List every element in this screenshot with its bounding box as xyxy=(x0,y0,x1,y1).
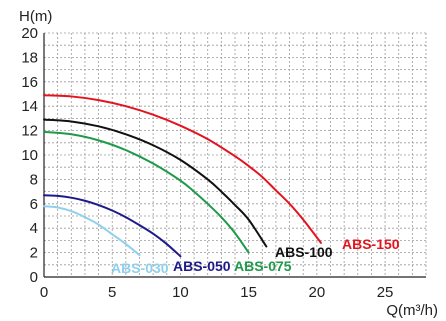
y-tick-label: 18 xyxy=(21,49,38,66)
x-tick-label: 20 xyxy=(309,284,326,301)
series-label-abs-030: ABS-030 xyxy=(111,260,169,276)
x-tick-label: 25 xyxy=(377,284,394,301)
y-tick-label: 16 xyxy=(21,74,38,91)
y-tick-label: 4 xyxy=(30,220,38,237)
y-tick-label: 8 xyxy=(30,171,38,188)
series-label-abs-050: ABS-050 xyxy=(173,258,231,274)
x-tick-label: 0 xyxy=(40,284,48,301)
series-label-abs-100: ABS-100 xyxy=(275,244,333,260)
curve-abs-050 xyxy=(43,194,182,258)
curve-abs-150 xyxy=(43,94,322,244)
curve-abs-030 xyxy=(43,205,141,257)
y-tick-label: 6 xyxy=(30,196,38,213)
tick-labels: 0 2 4 6 8 10 12 14 16 18 20 0 5 10 15 20 25 xyxy=(21,25,393,301)
y-tick-label: 14 xyxy=(21,98,38,115)
curve-abs-075 xyxy=(43,130,250,254)
y-tick-label: 12 xyxy=(21,123,38,140)
x-tick-label: 15 xyxy=(240,284,257,301)
x-tick-label: 5 xyxy=(108,284,116,301)
x-axis-title: Q(m³/h) xyxy=(386,302,438,319)
curve-abs-100 xyxy=(43,118,268,248)
x-tick-label: 10 xyxy=(172,284,189,301)
y-tick-label: 20 xyxy=(21,25,38,42)
series-label-abs-075: ABS-075 xyxy=(234,258,292,274)
y-tick-label: 2 xyxy=(30,245,38,262)
axes xyxy=(43,33,426,278)
grid xyxy=(43,32,427,278)
y-axis-title: H(m) xyxy=(19,8,52,25)
series-label-abs-150: ABS-150 xyxy=(342,236,400,252)
y-tick-label: 10 xyxy=(21,147,38,164)
series-curves xyxy=(43,94,322,258)
y-tick-label: 0 xyxy=(30,269,38,286)
